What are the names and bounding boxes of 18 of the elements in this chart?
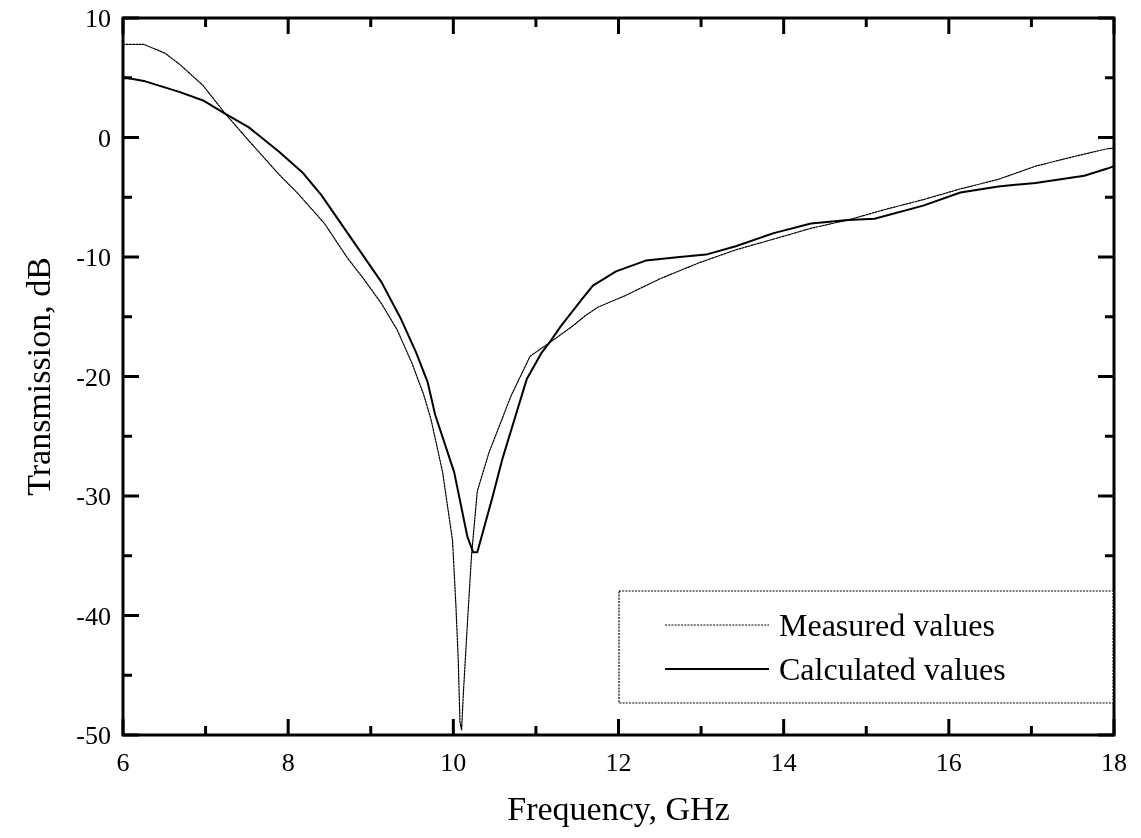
x-tick-label: 8 <box>281 748 295 777</box>
y-tick-label: 10 <box>85 4 111 33</box>
x-tick-label: 10 <box>440 748 467 777</box>
y-tick-label: -10 <box>76 243 111 272</box>
x-tick-label: 12 <box>605 748 632 777</box>
legend-label: Measured values <box>779 607 995 643</box>
y-tick-label: -20 <box>76 362 111 392</box>
legend-label: Calculated values <box>779 651 1006 687</box>
x-tick-label: 6 <box>116 748 130 777</box>
x-tick-label: 18 <box>1101 748 1127 777</box>
y-tick-label: -50 <box>76 721 111 750</box>
x-axis-title: Frequency, GHz <box>507 790 730 827</box>
y-tick-label: -40 <box>76 601 111 631</box>
y-tick-label: 0 <box>98 123 111 153</box>
x-tick-label: 16 <box>935 748 962 777</box>
x-tick-label: 14 <box>770 748 797 777</box>
y-tick-label: -30 <box>76 482 111 511</box>
y-axis-title: Transmission, dB <box>20 257 57 496</box>
